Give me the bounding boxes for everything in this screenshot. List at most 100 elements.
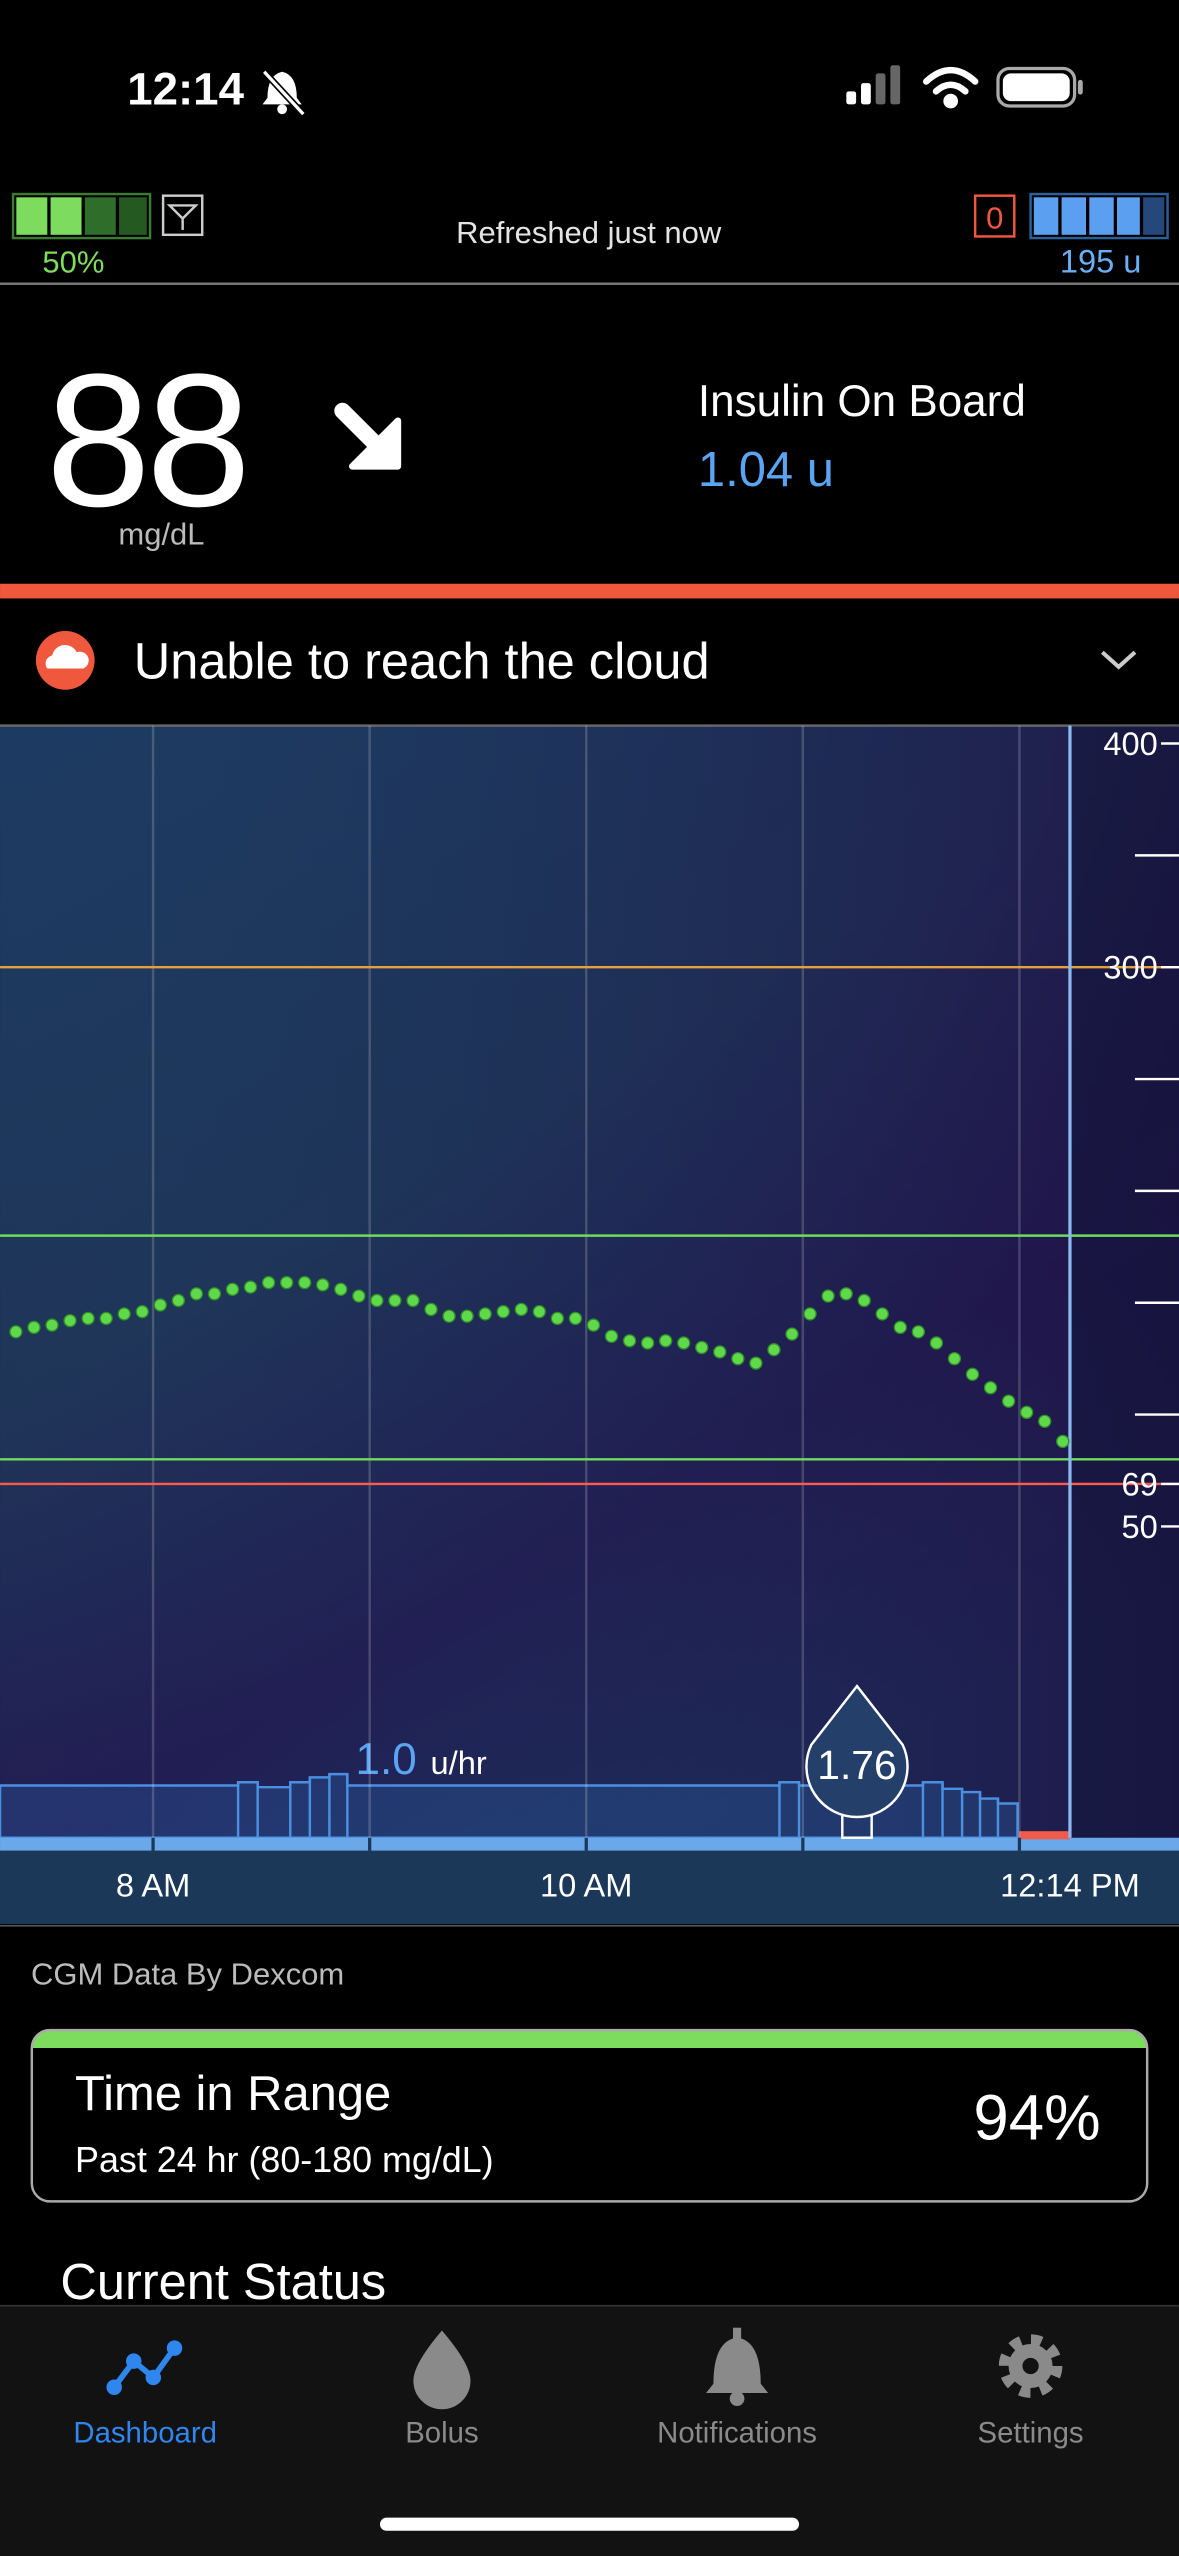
glucose-value: 88 — [46, 335, 247, 546]
bolus-marker — [805, 1684, 909, 1819]
glucose-point — [316, 1278, 330, 1292]
glucose-point — [622, 1334, 637, 1348]
glucose-chart: 1.0 u/hr 400 300 69 50 8 AM 10 AM 12:14 PM 1.76 — [0, 724, 1179, 1925]
y-tick-label: 50 — [1121, 1508, 1157, 1545]
bell-icon — [706, 2327, 769, 2406]
home-indicator — [379, 2517, 800, 2531]
x-tick-label: 12:14 PM — [1000, 1866, 1140, 1903]
glucose-point — [1001, 1394, 1016, 1408]
alert-count: 0 — [986, 200, 1003, 235]
alert-message[interactable]: Unable to reach the cloud — [134, 632, 710, 689]
pump-battery: 50% — [42, 244, 104, 279]
alert-band — [0, 583, 1179, 599]
glucose-point — [424, 1302, 438, 1317]
glucose-point — [785, 1327, 799, 1341]
glucose-point — [370, 1293, 384, 1308]
signal-status-icon — [161, 194, 204, 237]
glucose-point — [243, 1280, 258, 1294]
glucose-point — [640, 1336, 655, 1350]
tir-title: Time in Range — [75, 2067, 391, 2121]
glucose-point — [460, 1309, 474, 1323]
cloud-icon — [35, 631, 95, 690]
glucose-point — [514, 1302, 528, 1317]
alert-box — [973, 194, 1016, 238]
glucose-point — [135, 1304, 149, 1319]
glucose-point — [406, 1293, 420, 1308]
glucose-point — [749, 1356, 763, 1370]
glucose-point — [983, 1381, 998, 1395]
time-in-range-card[interactable]: Time in Range Past 24 hr (80-180 mg/dL) … — [30, 2028, 1149, 2203]
suspend-strip — [1019, 1831, 1070, 1840]
glucose-point — [1038, 1414, 1052, 1428]
glucose-point — [911, 1325, 926, 1339]
y-tick-label: 69 — [1121, 1465, 1157, 1502]
dashboard-icon — [106, 2340, 183, 2395]
iob-value: 1.04 u — [698, 443, 834, 497]
tab-label[interactable]: Dashboard — [73, 2417, 217, 2450]
cgm-source: CGM Data By Dexcom — [31, 1956, 344, 1991]
glucose-point — [279, 1275, 294, 1290]
basal-unit: u/hr — [431, 1744, 487, 1781]
bolus-value: 1.76 — [817, 1742, 896, 1788]
tab-icons — [106, 2327, 1063, 2410]
glucose-point — [947, 1351, 962, 1366]
basal-rate: 1.0 — [356, 1735, 417, 1784]
glucose-point — [532, 1304, 547, 1319]
tab-label[interactable]: Notifications — [657, 2417, 817, 2450]
glucose-point — [658, 1334, 673, 1348]
glucose-point — [478, 1307, 492, 1321]
tab-label[interactable]: Settings — [978, 2417, 1084, 2450]
glucose-point — [334, 1282, 348, 1296]
x-tick-label: 10 AM — [540, 1866, 632, 1903]
glucose-point — [839, 1287, 853, 1301]
tir-subtitle: Past 24 hr (80-180 mg/dL) — [75, 2140, 494, 2180]
glucose-point — [171, 1293, 186, 1308]
silent-icon — [261, 69, 306, 117]
axis-panel — [1071, 725, 1179, 1838]
glucose-point — [99, 1311, 113, 1326]
glucose-point — [27, 1320, 41, 1335]
reservoir: 195 u — [1060, 242, 1142, 279]
glucose-point — [604, 1329, 619, 1343]
glucose-point — [225, 1282, 240, 1296]
glucose-point — [388, 1293, 402, 1308]
glucose-point — [568, 1311, 583, 1326]
glucose-point — [261, 1275, 276, 1290]
refresh-status: Refreshed just now — [456, 215, 722, 250]
wifi-icon — [922, 66, 979, 109]
y-tick-label: 300 — [1103, 949, 1157, 986]
glucose-point — [117, 1307, 131, 1321]
y-tick-label: 400 — [1103, 725, 1157, 762]
glucose-point — [352, 1289, 366, 1303]
glucose-point — [442, 1309, 456, 1323]
bolus-icon — [413, 2330, 471, 2410]
glucose-point — [586, 1318, 601, 1332]
glucose-point — [965, 1367, 980, 1381]
pump-battery-icon — [11, 192, 152, 240]
glucose-point — [298, 1275, 312, 1290]
glucose-point — [207, 1287, 222, 1301]
basal-strip — [0, 1837, 1179, 1851]
section-title: Current Status — [60, 2253, 386, 2310]
iob-label: Insulin On Board — [698, 377, 1026, 426]
range-bar — [31, 2030, 1148, 2049]
reservoir-icon — [1029, 192, 1169, 240]
glucose-point — [550, 1311, 565, 1326]
tab-label[interactable]: Bolus — [405, 2417, 478, 2450]
glucose-point — [677, 1336, 691, 1350]
glucose-point — [695, 1340, 709, 1355]
gear-icon — [998, 2334, 1063, 2398]
glucose-point — [857, 1293, 871, 1308]
expand-chevron[interactable] — [1100, 650, 1137, 670]
trend-arrow — [334, 402, 402, 470]
x-tick-label: 8 AM — [116, 1866, 190, 1903]
glucose-point — [731, 1351, 745, 1366]
glucose-point — [81, 1311, 95, 1326]
glucose-point — [153, 1298, 167, 1312]
glucose-point — [875, 1307, 889, 1321]
glucose-point — [893, 1320, 907, 1335]
glucose-unit: mg/dL — [118, 517, 204, 552]
chart-shade — [0, 725, 1179, 1851]
